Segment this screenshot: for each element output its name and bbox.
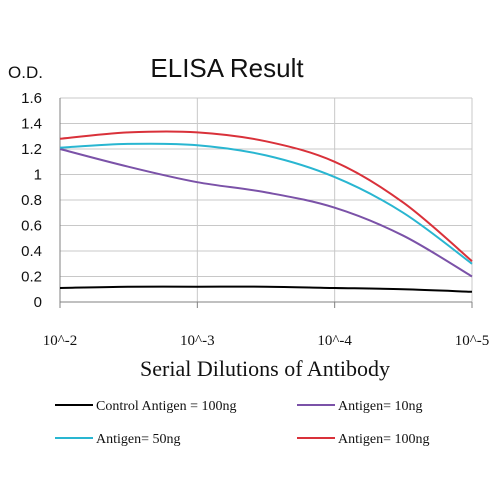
x-tick-labels: 10^-2 10^-3 10^-4 10^-5	[43, 333, 490, 349]
y-tick-label: 1	[34, 167, 42, 184]
chart-title: ELISA Result	[150, 53, 304, 83]
series-line-1	[59, 285, 473, 293]
y-tick-label: 1.4	[21, 116, 42, 133]
legend-label: Antigen= 100ng	[338, 432, 430, 447]
x-tick-label: 10^-3	[180, 333, 215, 349]
legend-label: Antigen= 10ng	[338, 399, 423, 414]
series-line-3	[59, 142, 473, 265]
series-line-2	[59, 148, 473, 278]
y-tick-label: 0	[34, 294, 42, 311]
y-axis-label: O.D.	[8, 63, 43, 82]
y-tick-labels: 0 0.2 0.4 0.6 0.8 1 1.2 1.4 1.6	[21, 90, 42, 311]
x-axis-label: Serial Dilutions of Antibody	[140, 356, 390, 381]
legend-label: Control Antigen = 100ng	[96, 399, 237, 414]
legend-label: Antigen= 50ng	[96, 432, 181, 447]
y-tick-label: 0.4	[21, 243, 42, 260]
x-tick-label: 10^-4	[317, 333, 352, 349]
y-tick-label: 0.2	[21, 269, 42, 286]
y-tick-label: 1.2	[21, 141, 42, 158]
series-lines	[59, 130, 473, 293]
series-line-4	[59, 130, 473, 262]
y-tick-label: 0.6	[21, 218, 42, 235]
y-tick-label: 1.6	[21, 90, 42, 107]
x-tick-label: 10^-2	[43, 333, 78, 349]
y-tick-label: 0.8	[21, 192, 42, 209]
axes	[59, 98, 473, 308]
legend: Control Antigen = 100ng Antigen= 10ng Anti…	[55, 399, 430, 447]
x-tick-label: 10^-5	[455, 333, 490, 349]
grid-lines	[60, 97, 473, 303]
